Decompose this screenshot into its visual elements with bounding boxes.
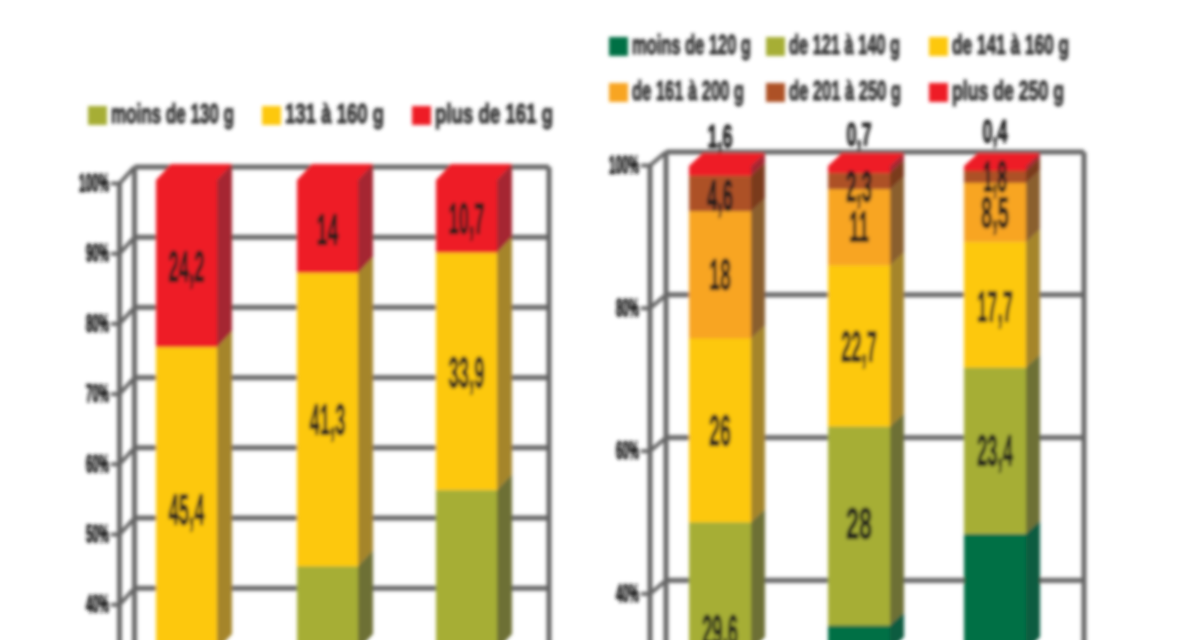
svg-text:80%: 80% <box>86 310 109 338</box>
svg-text:2,3: 2,3 <box>846 163 872 212</box>
svg-text:50%: 50% <box>86 521 109 549</box>
svg-text:40%: 40% <box>86 591 109 619</box>
svg-text:moins de 120 g: moins de 120 g <box>632 29 751 60</box>
svg-text:90%: 90% <box>86 240 109 268</box>
svg-text:100%: 100% <box>609 152 639 180</box>
svg-text:100%: 100% <box>79 170 109 198</box>
svg-text:8,5: 8,5 <box>981 189 1009 238</box>
svg-text:24,2: 24,2 <box>169 243 205 292</box>
svg-text:41,3: 41,3 <box>310 396 346 445</box>
svg-text:18: 18 <box>709 251 731 300</box>
svg-text:de 201 à 250 g: de 201 à 250 g <box>789 75 901 106</box>
svg-text:moins de 130 g: moins de 130 g <box>111 98 234 129</box>
svg-text:17,7: 17,7 <box>977 283 1013 332</box>
svg-text:4,6: 4,6 <box>707 172 733 221</box>
svg-text:29,6: 29,6 <box>702 607 738 640</box>
svg-text:1,6: 1,6 <box>708 119 733 155</box>
svg-text:1,8: 1,8 <box>983 153 1007 202</box>
svg-text:33,9: 33,9 <box>449 349 485 398</box>
svg-text:22,7: 22,7 <box>841 323 877 372</box>
svg-text:de 161 à 200 g: de 161 à 200 g <box>632 75 744 106</box>
svg-text:14: 14 <box>317 206 339 255</box>
svg-text:80%: 80% <box>616 294 639 322</box>
svg-text:45,4: 45,4 <box>169 486 205 535</box>
svg-text:0,7: 0,7 <box>847 117 872 153</box>
svg-text:11: 11 <box>849 203 869 252</box>
svg-text:26: 26 <box>709 407 731 456</box>
svg-text:60%: 60% <box>616 437 639 465</box>
svg-text:10,7: 10,7 <box>449 195 485 244</box>
svg-text:0,4: 0,4 <box>983 114 1008 150</box>
svg-text:40%: 40% <box>616 580 639 608</box>
svg-text:de 141 à 160 g: de 141 à 160 g <box>952 29 1069 60</box>
svg-text:60%: 60% <box>86 450 109 478</box>
svg-text:70%: 70% <box>86 380 109 408</box>
svg-text:28: 28 <box>846 500 872 549</box>
svg-text:131 à 160 g: 131 à 160 g <box>285 98 384 129</box>
svg-text:23,4: 23,4 <box>977 427 1013 476</box>
svg-text:plus de 250 g: plus de 250 g <box>952 75 1064 106</box>
svg-text:de 121 à 140 g: de 121 à 140 g <box>789 29 900 60</box>
svg-text:plus de 161 g: plus de 161 g <box>435 98 553 129</box>
